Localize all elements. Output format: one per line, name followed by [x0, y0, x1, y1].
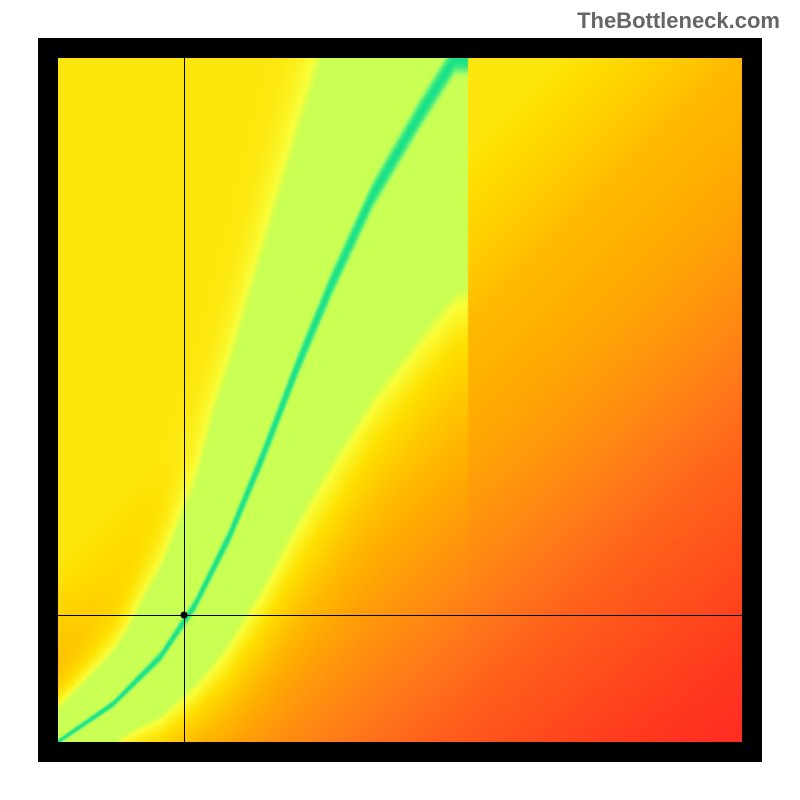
crosshair-marker	[181, 611, 188, 618]
watermark-text: TheBottleneck.com	[577, 8, 780, 34]
crosshair-vertical	[184, 58, 185, 742]
chart-container: TheBottleneck.com	[0, 0, 800, 800]
crosshair-horizontal	[58, 615, 742, 616]
heatmap-canvas	[58, 58, 742, 742]
